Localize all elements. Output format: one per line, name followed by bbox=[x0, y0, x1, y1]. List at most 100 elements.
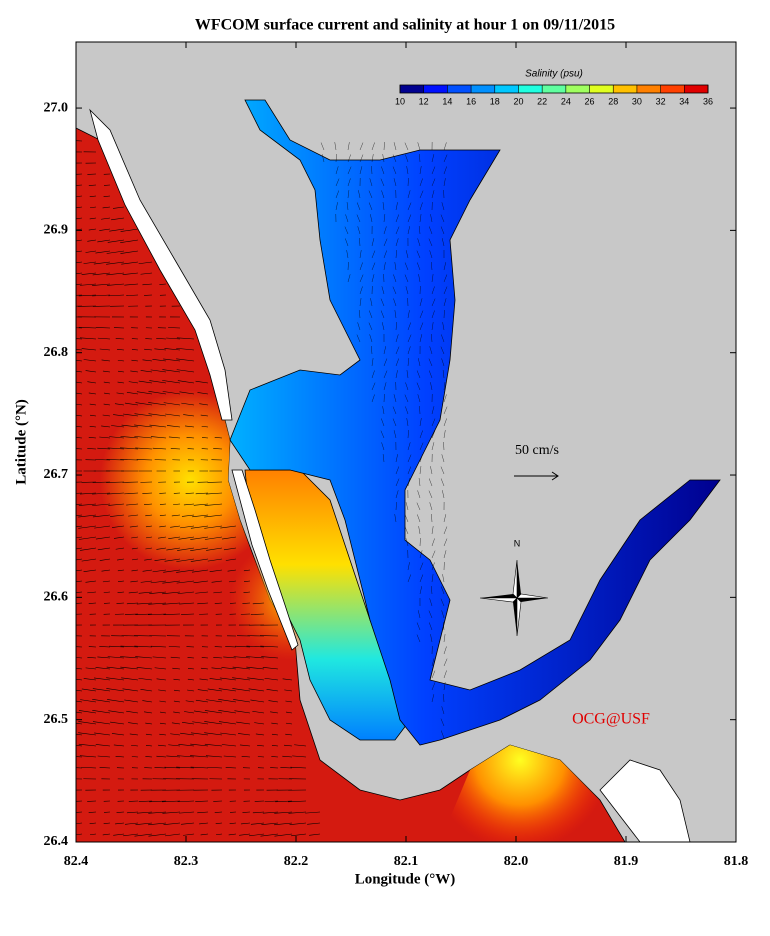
current-vector bbox=[416, 634, 421, 643]
current-vector bbox=[407, 310, 410, 319]
current-vector bbox=[358, 310, 361, 319]
current-vector bbox=[393, 142, 397, 151]
current-vector bbox=[228, 833, 237, 836]
current-vector bbox=[92, 272, 111, 276]
current-vector bbox=[197, 689, 209, 692]
current-vector bbox=[123, 833, 139, 837]
colorbar-label: 12 bbox=[419, 96, 429, 106]
current-vector bbox=[407, 574, 412, 583]
current-vector bbox=[113, 414, 125, 417]
current-vector bbox=[99, 558, 111, 561]
current-vector bbox=[443, 442, 445, 451]
current-vector bbox=[106, 666, 125, 670]
current-vector bbox=[152, 569, 167, 573]
current-vector bbox=[246, 645, 265, 648]
current-vector bbox=[383, 370, 388, 379]
current-vector bbox=[85, 250, 97, 253]
current-vector bbox=[106, 261, 125, 265]
current-vector bbox=[163, 613, 181, 615]
current-vector bbox=[131, 359, 139, 362]
current-vector bbox=[195, 800, 209, 802]
current-vector bbox=[430, 466, 433, 475]
current-vector bbox=[419, 178, 423, 187]
current-vector bbox=[371, 370, 375, 379]
current-vector bbox=[106, 272, 125, 276]
current-vector bbox=[371, 382, 376, 391]
current-vector bbox=[232, 677, 251, 681]
current-vector bbox=[128, 591, 139, 594]
current-vector bbox=[145, 536, 153, 539]
y-axis-label: Latitude (°N) bbox=[13, 399, 29, 485]
current-vector bbox=[112, 525, 125, 528]
current-vector bbox=[416, 250, 421, 259]
current-vector bbox=[246, 656, 265, 659]
current-vector bbox=[235, 645, 251, 648]
current-vector bbox=[116, 392, 125, 395]
current-vector bbox=[102, 833, 111, 836]
current-vector bbox=[99, 767, 111, 769]
current-vector bbox=[120, 228, 139, 232]
current-vector bbox=[431, 178, 436, 187]
current-vector bbox=[173, 711, 181, 714]
x-tick-label: 82.4 bbox=[64, 854, 89, 869]
current-vector bbox=[346, 202, 349, 211]
current-vector bbox=[395, 238, 399, 247]
current-vector bbox=[124, 402, 139, 406]
current-vector bbox=[404, 274, 409, 283]
current-vector bbox=[199, 403, 209, 406]
current-vector bbox=[418, 274, 421, 283]
current-vector bbox=[88, 184, 97, 186]
current-vector bbox=[289, 822, 307, 825]
current-vector bbox=[76, 392, 83, 395]
current-vector bbox=[176, 580, 195, 584]
current-vector bbox=[371, 274, 375, 283]
current-vector bbox=[148, 822, 167, 826]
colorbar-label: 26 bbox=[585, 96, 595, 106]
current-vector bbox=[419, 430, 423, 439]
current-vector bbox=[131, 744, 139, 747]
current-vector bbox=[156, 338, 167, 340]
current-vector bbox=[431, 406, 435, 415]
current-vector bbox=[197, 811, 209, 814]
current-vector bbox=[440, 730, 445, 739]
current-vector bbox=[159, 514, 167, 516]
colorbar-label: 24 bbox=[561, 96, 571, 106]
current-vector bbox=[111, 733, 125, 736]
current-vector bbox=[195, 492, 209, 495]
current-vector bbox=[78, 743, 97, 747]
current-vector bbox=[431, 550, 436, 559]
current-vector bbox=[430, 634, 433, 643]
current-vector bbox=[359, 298, 362, 307]
current-vector bbox=[114, 403, 125, 406]
current-vector bbox=[431, 574, 434, 583]
current-vector bbox=[120, 436, 139, 439]
current-vector bbox=[419, 166, 422, 175]
current-vector bbox=[162, 580, 181, 584]
current-vector bbox=[394, 310, 397, 319]
current-vector bbox=[392, 406, 397, 415]
current-vector bbox=[195, 699, 209, 703]
current-vector bbox=[195, 380, 209, 384]
current-vector bbox=[148, 811, 167, 814]
current-vector bbox=[190, 743, 209, 747]
current-vector bbox=[126, 503, 139, 506]
current-vector bbox=[383, 250, 387, 259]
current-vector bbox=[76, 195, 83, 197]
current-vector bbox=[76, 140, 83, 142]
current-vector bbox=[242, 811, 251, 813]
current-vector bbox=[431, 286, 435, 295]
current-vector bbox=[110, 514, 125, 517]
current-vector bbox=[213, 591, 223, 594]
current-vector bbox=[90, 414, 97, 417]
current-vector bbox=[229, 591, 237, 593]
current-vector bbox=[134, 645, 153, 648]
current-vector bbox=[130, 580, 139, 583]
current-vector bbox=[158, 689, 167, 692]
current-vector bbox=[211, 580, 223, 583]
current-vector bbox=[134, 436, 153, 439]
current-vector bbox=[94, 732, 111, 736]
current-vector bbox=[368, 322, 373, 331]
current-vector bbox=[142, 283, 153, 286]
current-vector bbox=[142, 492, 153, 494]
current-vector bbox=[371, 238, 375, 247]
